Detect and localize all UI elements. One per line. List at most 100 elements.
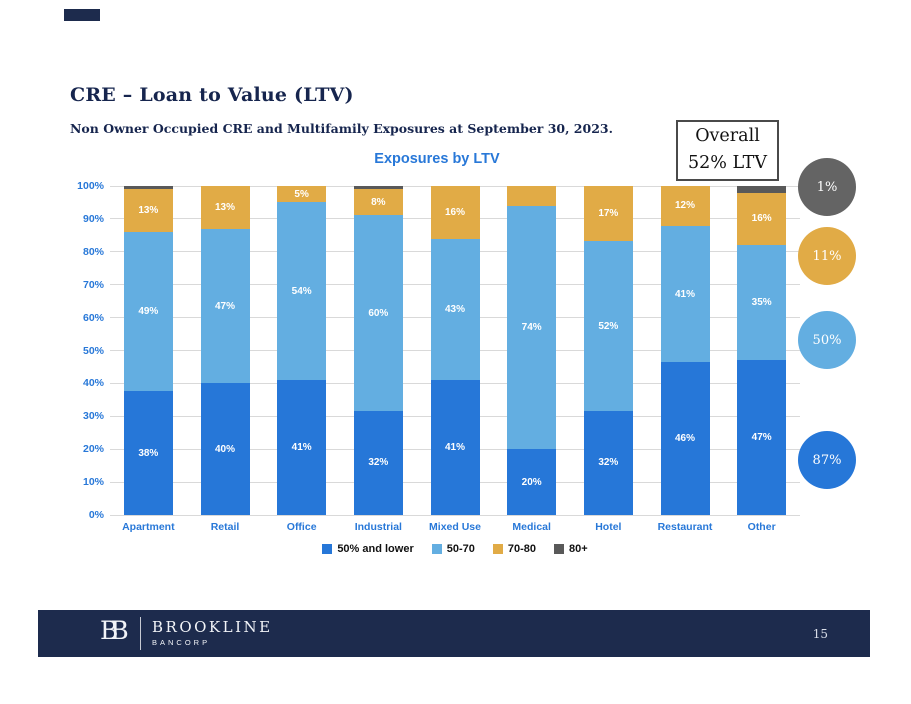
segment-value-label: 41% bbox=[291, 442, 312, 454]
y-tick-label: 0% bbox=[88, 509, 104, 521]
y-tick-label: 30% bbox=[82, 410, 104, 423]
segment-value-label: 5% bbox=[294, 188, 309, 200]
stacked-bar-chart: 38% 49% 13% 40% 47% 13% 41% 54% 5% 32% 60% 8% 41% 43%… bbox=[110, 185, 800, 516]
overall-ltv-badge: Overall 52% LTV bbox=[676, 120, 779, 181]
segment-50-70: 43% bbox=[430, 238, 480, 381]
segment-value-label: 47% bbox=[214, 300, 235, 312]
x-category-label: Mixed Use bbox=[429, 521, 481, 533]
x-category-label: Other bbox=[747, 521, 776, 533]
segment-value-label: 60% bbox=[368, 307, 389, 319]
y-tick-label: 100% bbox=[77, 180, 104, 192]
segment-50-and-lower: 41% bbox=[430, 380, 480, 515]
segment-70-80: 8% bbox=[353, 189, 403, 216]
top-accent-bar bbox=[64, 9, 100, 21]
bar-hotel: 32% 52% 17% bbox=[583, 186, 633, 515]
segment-80- bbox=[737, 186, 787, 193]
segment-70-80: 13% bbox=[123, 189, 173, 232]
y-tick-label: 90% bbox=[82, 212, 104, 225]
segment-value-label: 52% bbox=[598, 320, 619, 332]
segment-value-label: 41% bbox=[674, 288, 695, 300]
segment-50-70: 49% bbox=[123, 231, 173, 392]
segment-value-label: 47% bbox=[751, 432, 772, 444]
segment-70-80 bbox=[507, 186, 557, 206]
x-category-label: Office bbox=[286, 521, 317, 533]
y-tick-label: 10% bbox=[82, 476, 104, 489]
segment-value-label: 20% bbox=[521, 476, 542, 488]
x-category-label: Restaurant bbox=[657, 521, 713, 533]
bar-mixed-use: 41% 43% 16% bbox=[430, 186, 480, 515]
segment-80- bbox=[353, 186, 403, 190]
segment-value-label: 35% bbox=[751, 297, 772, 309]
y-tick-label: 50% bbox=[82, 344, 104, 357]
segment-50-70: 54% bbox=[277, 202, 327, 381]
legend-item: 50-70 bbox=[431, 543, 475, 555]
segment-value-label: 74% bbox=[521, 321, 542, 333]
segment-70-80: 17% bbox=[583, 186, 633, 242]
brand-name: BROOKLINE bbox=[152, 618, 273, 636]
gridline bbox=[110, 514, 800, 516]
segment-50-70: 60% bbox=[353, 215, 403, 411]
page-number: 15 bbox=[812, 626, 828, 641]
bar-apartment: 38% 49% 13% bbox=[123, 186, 173, 515]
segment-50-and-lower: 32% bbox=[353, 410, 403, 515]
segment-value-label: 8% bbox=[371, 196, 386, 208]
page-subtitle: Non Owner Occupied CRE and Multifamily E… bbox=[70, 121, 613, 136]
segment-50-70: 35% bbox=[737, 245, 787, 361]
segment-value-label: 17% bbox=[598, 208, 619, 220]
legend-item: 80+ bbox=[554, 543, 588, 555]
segment-value-label: 32% bbox=[368, 457, 389, 469]
legend-swatch-icon bbox=[554, 544, 565, 554]
overall-badge-value: 52% LTV bbox=[688, 153, 767, 173]
legend-label: 50% and lower bbox=[337, 543, 414, 555]
legend-item: 50% and lower bbox=[322, 543, 414, 555]
segment-50-and-lower: 40% bbox=[200, 383, 250, 515]
segment-value-label: 41% bbox=[444, 442, 465, 454]
y-tick-label: 20% bbox=[82, 443, 104, 456]
legend-item: 70-80 bbox=[492, 543, 537, 555]
legend-label: 80+ bbox=[569, 543, 588, 555]
chart-title: Exposures by LTV bbox=[374, 151, 500, 167]
y-tick-label: 40% bbox=[82, 377, 104, 390]
x-category-label: Hotel bbox=[595, 521, 622, 533]
segment-50-and-lower: 41% bbox=[277, 380, 327, 515]
segment-70-80: 16% bbox=[430, 186, 480, 239]
x-category-label: Retail bbox=[210, 521, 240, 533]
legend-swatch-icon bbox=[322, 544, 333, 554]
segment-50-and-lower: 38% bbox=[123, 391, 173, 515]
legend-swatch-icon bbox=[492, 544, 503, 554]
segment-value-label: 46% bbox=[674, 433, 695, 445]
segment-value-label: 32% bbox=[598, 457, 619, 469]
segment-value-label: 13% bbox=[138, 204, 159, 216]
x-category-label: Apartment bbox=[122, 521, 175, 533]
segment-80- bbox=[123, 186, 173, 190]
bar-other: 47% 35% 16% bbox=[737, 186, 787, 515]
bar-medical: 20% 74% bbox=[507, 186, 557, 515]
legend-swatch-icon bbox=[431, 544, 442, 554]
footer-bar: BB BROOKLINE BANCORP 15 bbox=[38, 610, 870, 657]
segment-50-70: 47% bbox=[200, 228, 250, 384]
legend-label: 70-80 bbox=[507, 543, 537, 555]
bar-retail: 40% 47% 13% bbox=[200, 186, 250, 515]
segment-50-and-lower: 32% bbox=[583, 410, 633, 515]
segment-50-70: 41% bbox=[660, 225, 710, 363]
segment-50-70: 52% bbox=[583, 241, 633, 411]
y-tick-label: 70% bbox=[82, 278, 104, 291]
segment-70-80: 5% bbox=[277, 186, 327, 203]
segment-value-label: 38% bbox=[138, 447, 159, 459]
x-category-label: Industrial bbox=[354, 521, 402, 533]
segment-value-label: 40% bbox=[214, 443, 235, 455]
y-tick-label: 60% bbox=[82, 311, 104, 324]
segment-50-70: 74% bbox=[507, 205, 557, 450]
chart-legend: 50% and lower 50-70 70-80 80+ bbox=[110, 543, 800, 555]
gridline bbox=[110, 185, 800, 187]
bar-office: 41% 54% 5% bbox=[277, 186, 327, 515]
bar-industrial: 32% 60% 8% bbox=[353, 186, 403, 515]
overall-circle: 11% bbox=[798, 227, 856, 285]
x-category-label: Medical bbox=[512, 521, 551, 533]
segment-70-80: 12% bbox=[660, 186, 710, 226]
overall-circle: 87% bbox=[798, 431, 856, 489]
page-title: CRE – Loan to Value (LTV) bbox=[70, 84, 354, 106]
segment-value-label: 13% bbox=[214, 201, 235, 213]
segment-value-label: 49% bbox=[138, 305, 159, 317]
